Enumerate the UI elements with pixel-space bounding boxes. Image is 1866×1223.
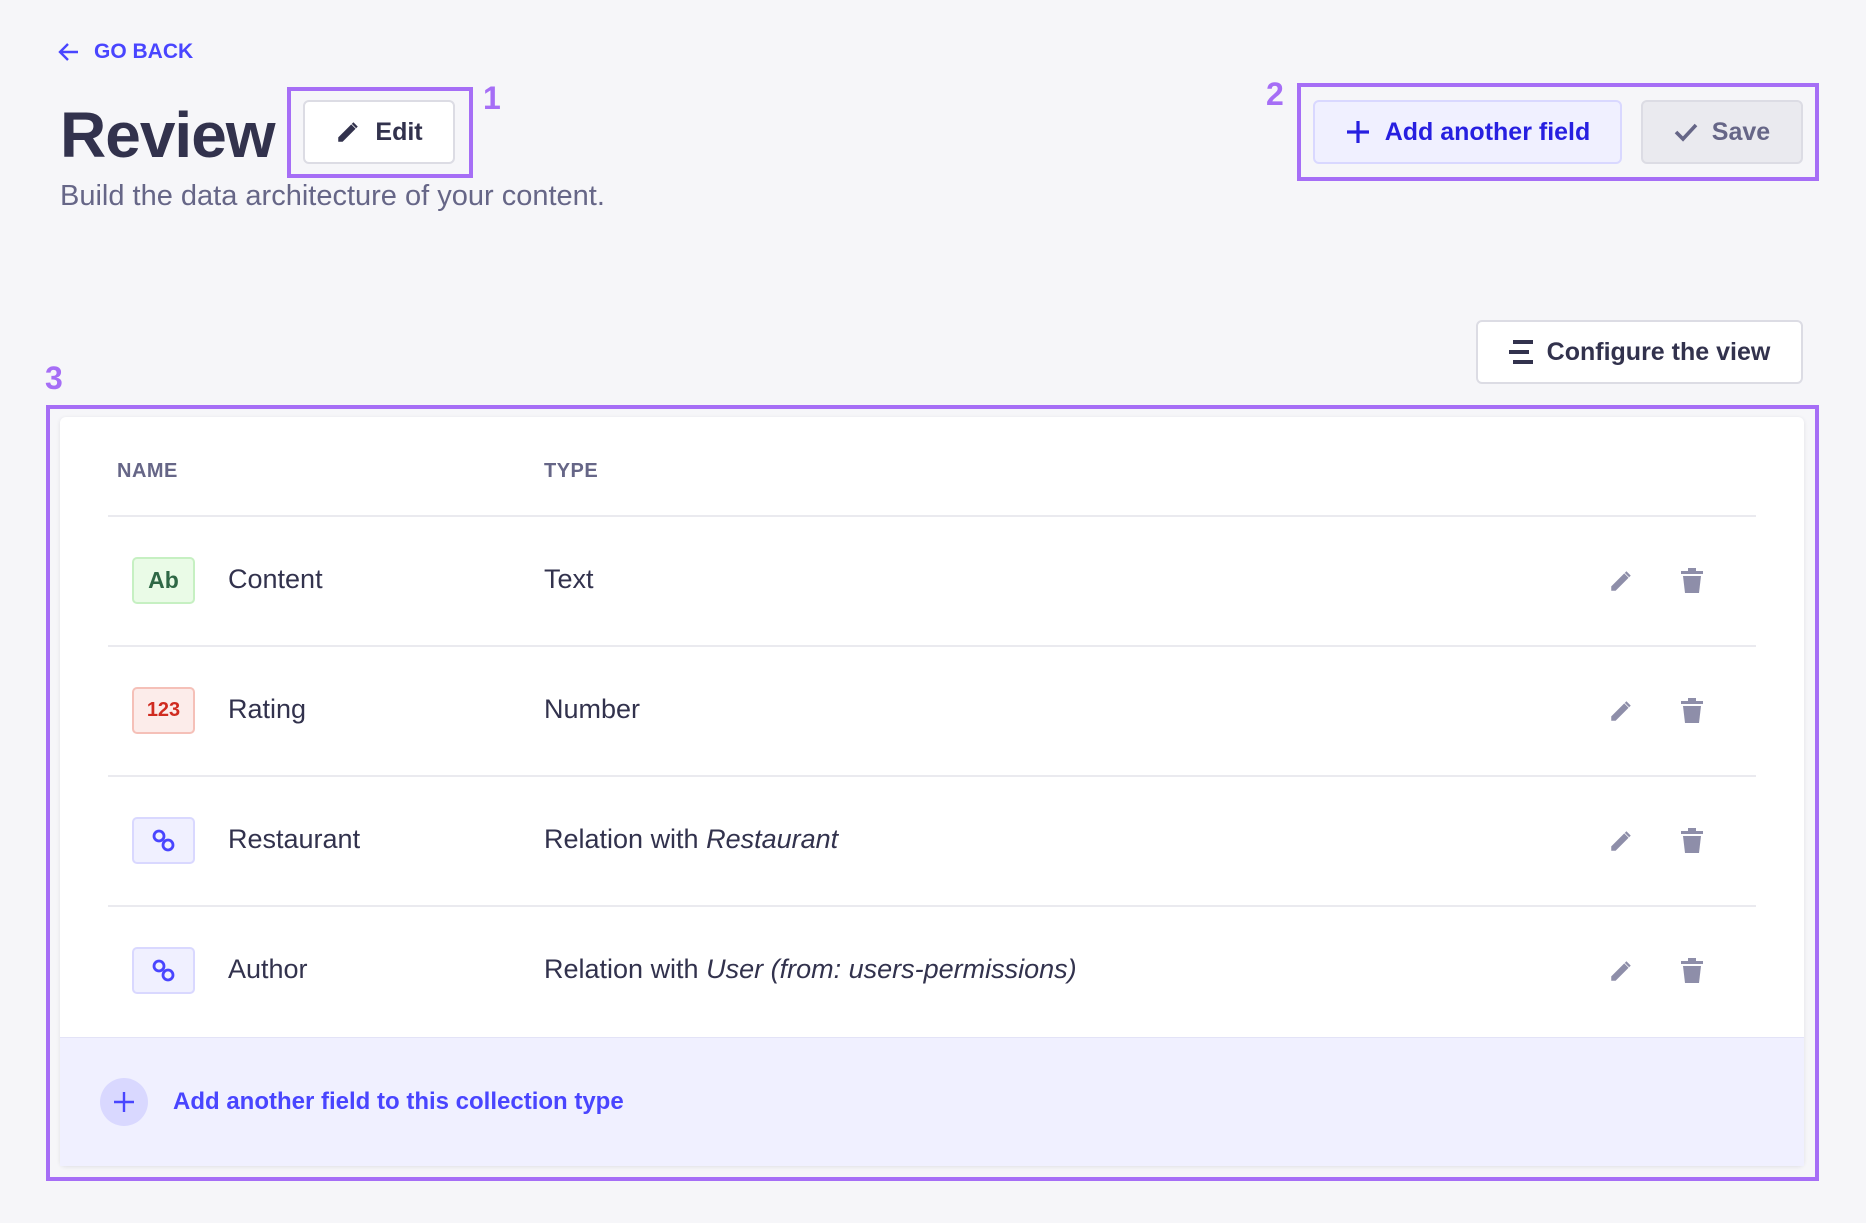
page-title: Review (60, 99, 276, 171)
go-back-label: GO BACK (94, 40, 194, 63)
edit-field-pencil-icon[interactable] (1608, 828, 1634, 854)
field-type: Text (544, 564, 594, 594)
table-row-rating: 123 Rating Number (60, 646, 1804, 776)
edit-field-pencil-icon[interactable] (1608, 698, 1634, 724)
delete-field-trash-icon[interactable] (1680, 698, 1704, 724)
plus-circle-icon (100, 1078, 148, 1126)
edit-label: Edit (375, 117, 423, 146)
delete-field-trash-icon[interactable] (1680, 828, 1704, 854)
field-name: Author (228, 954, 308, 984)
link-icon (152, 829, 174, 851)
annotation-number-1: 1 (483, 80, 501, 116)
relation-target: User (from: users-permissions) (706, 954, 1077, 984)
configure-view-label: Configure the view (1546, 337, 1771, 366)
save-label: Save (1711, 117, 1771, 146)
link-icon (152, 959, 174, 981)
go-back-link[interactable]: GO BACK (58, 40, 193, 64)
annotation-number-2: 2 (1266, 76, 1284, 112)
header-divider (108, 515, 1756, 517)
pencil-icon (338, 122, 359, 142)
save-button[interactable]: Save (1641, 100, 1803, 164)
table-row-author: Author Relation with User (from: users-p… (60, 906, 1804, 1036)
field-name: Rating (228, 694, 307, 724)
table-row-content: Ab Content Text (60, 516, 1804, 646)
arrow-left-icon (58, 43, 78, 61)
delete-field-trash-icon[interactable] (1680, 568, 1704, 594)
edit-field-pencil-icon[interactable] (1608, 958, 1634, 984)
table-row-restaurant: Restaurant Relation with Restaurant (60, 776, 1804, 906)
text-type-badge: Ab (132, 557, 195, 604)
relation-type-badge (132, 947, 195, 994)
check-icon (1674, 123, 1698, 142)
annotation-box-3 (46, 405, 1819, 1181)
relation-type-badge (132, 817, 195, 864)
add-another-field-button[interactable]: Add another field (1313, 100, 1622, 164)
annotation-box-2 (1297, 83, 1819, 181)
relation-prefix: Relation with (544, 824, 707, 854)
plus-icon (1346, 121, 1369, 143)
add-field-to-collection-label: Add another field to this collection typ… (173, 1088, 624, 1115)
add-field-to-collection-button[interactable]: Add another field to this collection typ… (60, 1037, 1804, 1166)
row-divider (108, 905, 1756, 907)
page-subtitle: Build the data architecture of your cont… (60, 180, 605, 212)
edit-field-pencil-icon[interactable] (1608, 568, 1634, 594)
field-name: Restaurant (228, 824, 361, 854)
column-header-type: TYPE (544, 460, 599, 482)
configure-view-button[interactable]: Configure the view (1476, 320, 1803, 384)
add-field-label: Add another field (1384, 117, 1591, 146)
edit-button[interactable]: Edit (303, 100, 455, 164)
relation-target: Restaurant (706, 824, 839, 854)
field-type: Relation with Restaurant (544, 824, 838, 855)
field-name: Content (228, 564, 323, 594)
field-type: Number (544, 694, 641, 724)
delete-field-trash-icon[interactable] (1680, 958, 1704, 984)
row-divider (108, 645, 1756, 647)
row-divider (108, 775, 1756, 777)
relation-prefix: Relation with (544, 954, 707, 984)
annotation-number-3: 3 (45, 360, 63, 396)
field-type: Relation with User (from: users-permissi… (544, 954, 1077, 985)
list-settings-icon (1508, 340, 1533, 364)
number-type-badge: 123 (132, 687, 195, 734)
annotation-box-1 (287, 87, 473, 178)
column-header-name: NAME (117, 460, 178, 482)
